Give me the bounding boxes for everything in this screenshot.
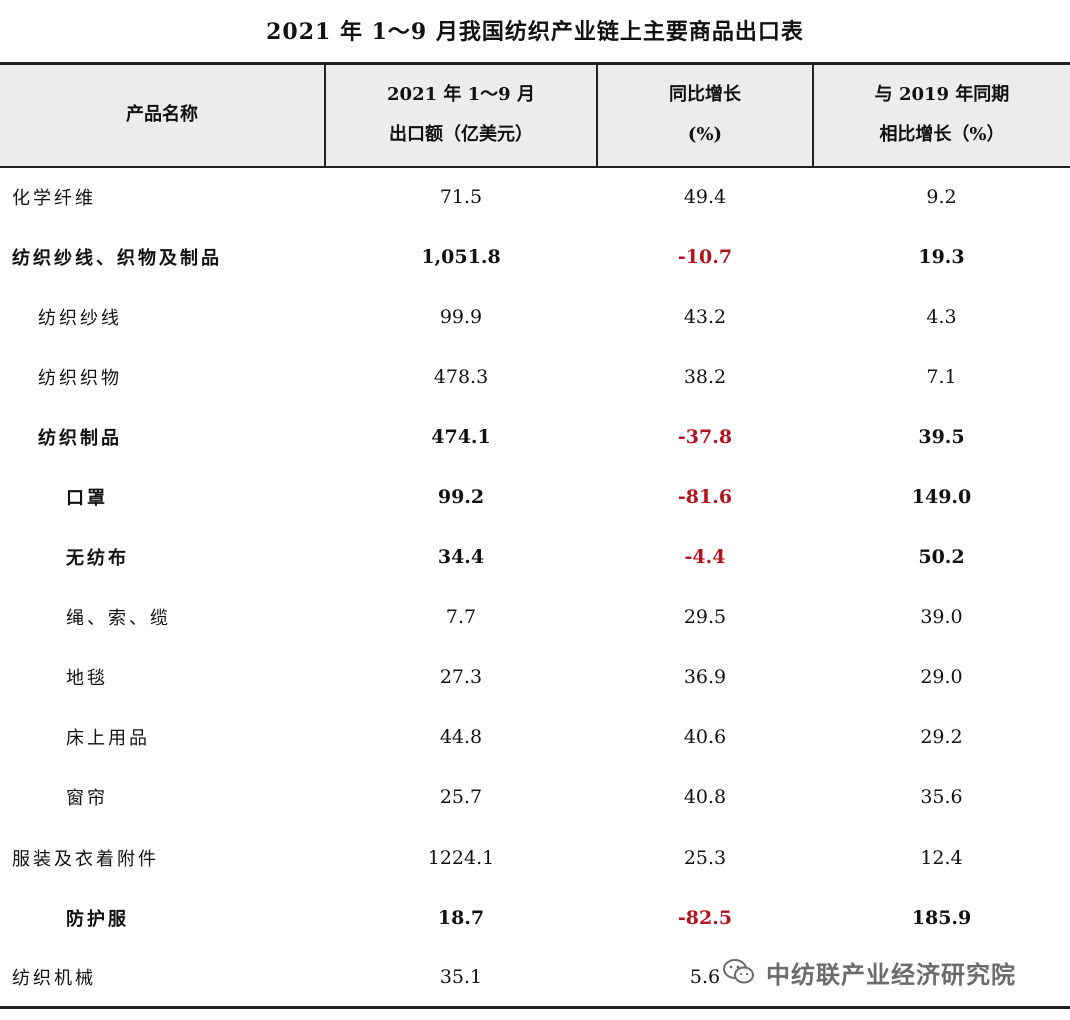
header-vs2019-line2: 相比增长（%）: [879, 124, 1005, 146]
export-value-cell: 99.9: [439, 305, 483, 328]
product-name-cell: 绳、索、缆: [66, 608, 171, 630]
vs2019-growth-cell: 4.3: [926, 305, 957, 328]
table-row: 口罩 99.2 -81.6 149.0: [0, 467, 1070, 527]
yoy-growth-cell: -82.5: [677, 906, 733, 929]
export-value-cell: 18.7: [437, 906, 485, 929]
vs2019-growth-cell: 39.0: [920, 606, 963, 629]
table-row: 纺织机械 35.1 5.6: [0, 947, 1070, 1010]
export-value-cell: 71.5: [439, 186, 483, 209]
export-table-container: 产品名称 2021 年 1～9 月 出口额（亿美元） 同比增长 (%) 与 20…: [0, 62, 1070, 1010]
wechat-icon: [723, 959, 754, 984]
product-name-cell: 纺织机械: [0, 947, 325, 1010]
export-value-cell: 7.7: [445, 606, 477, 629]
export-value-cell: 27.3: [439, 666, 483, 689]
yoy-growth-cell: 43.2: [683, 305, 727, 328]
product-name-cell: 窗帘: [66, 788, 108, 810]
table-row: 纺织制品 474.1 -37.8 39.5: [0, 407, 1070, 467]
yoy-growth-cell: -10.7: [677, 245, 733, 268]
table-row: 纺织纱线、织物及制品 1,051.8 -10.7 19.3: [0, 227, 1070, 287]
yoy-growth-cell: 38.2: [683, 365, 727, 388]
table-title: 2021 年 1～9 月我国纺织产业链上主要商品出口表: [266, 19, 804, 45]
yoy-growth-cell: 25.3: [683, 846, 727, 869]
table-row: 窗帘 25.7 40.8 35.6: [0, 767, 1070, 827]
yoy-growth-cell: 5.6: [597, 947, 813, 1010]
header-vs2019-line1: 与 2019 年同期: [874, 84, 1010, 106]
header-export-value-line2: 出口额（亿美元）: [389, 124, 533, 146]
table-row: 服装及衣着附件 1224.1 25.3 12.4: [0, 828, 1070, 888]
vs2019-growth-cell: 29.0: [920, 666, 963, 689]
vs2019-growth-cell: 12.4: [920, 846, 963, 869]
vs2019-growth-cell: 35.6: [920, 786, 963, 809]
product-name-cell: 口罩: [66, 488, 108, 510]
export-value-cell: 25.7: [439, 786, 483, 809]
yoy-growth-cell: -81.6: [677, 486, 733, 509]
yoy-growth-cell: 40.8: [683, 786, 727, 809]
export-value-cell: 1224.1: [427, 846, 495, 869]
export-value-cell: 1,051.8: [421, 245, 501, 268]
export-value-cell: 478.3: [433, 365, 489, 388]
product-name-cell: 纺织纱线、织物及制品: [12, 247, 222, 269]
table-row: 地毯 27.3 36.9 29.0: [0, 647, 1070, 707]
table-row: 化学纤维 71.5 49.4 9.2: [0, 167, 1070, 227]
product-name-cell: 防护服: [66, 908, 129, 930]
vs2019-growth-cell: 29.2: [920, 726, 963, 749]
header-export-value-line1: 2021 年 1～9 月: [387, 84, 535, 106]
product-name-cell: 床上用品: [66, 728, 150, 750]
export-table: 产品名称 2021 年 1～9 月 出口额（亿美元） 同比增长 (%) 与 20…: [0, 62, 1070, 1010]
header-vs-2019: 与 2019 年同期 相比增长（%）: [812, 62, 1070, 168]
export-value-cell: 35.1: [325, 947, 597, 1010]
table-row: 床上用品 44.8 40.6 29.2: [0, 707, 1070, 767]
yoy-growth-cell: 40.6: [683, 726, 727, 749]
table-row: 纺织织物 478.3 38.2 7.1: [0, 347, 1070, 407]
watermark: 中纺联产业经济研究院: [722, 952, 1016, 992]
header-export-value: 2021 年 1～9 月 出口额（亿美元）: [324, 62, 597, 168]
export-value-cell: 44.8: [439, 726, 483, 749]
product-name-cell: 地毯: [66, 668, 108, 690]
vs2019-growth-cell: 7.1: [926, 365, 957, 388]
product-name-cell: 服装及衣着附件: [12, 848, 159, 870]
export-value-cell: 99.2: [437, 486, 485, 509]
product-name-cell: 纺织纱线: [38, 307, 122, 329]
vs2019-growth-cell: [813, 947, 1070, 1010]
vs2019-growth-cell: 50.2: [918, 546, 965, 569]
product-name-cell: 纺织制品: [38, 427, 122, 449]
vs2019-growth-cell: 149.0: [911, 486, 972, 509]
vs2019-growth-cell: 185.9: [911, 906, 972, 929]
table-body: 化学纤维 71.5 49.4 9.2 纺织纱线、织物及制品 1,051.8 -10.7 19.…: [0, 167, 1070, 1010]
header-yoy-line1: 同比增长: [669, 84, 741, 106]
yoy-growth-cell: -4.4: [684, 546, 726, 569]
header-yoy-growth: 同比增长 (%): [596, 62, 813, 168]
table-header: 产品名称 2021 年 1～9 月 出口额（亿美元） 同比增长 (%) 与 20…: [0, 62, 1070, 168]
yoy-growth-cell: -37.8: [677, 425, 733, 448]
table-row: 防护服 18.7 -82.5 185.9: [0, 888, 1070, 948]
table-row: 纺织纱线 99.9 43.2 4.3: [0, 287, 1070, 347]
product-name-cell: 化学纤维: [12, 188, 96, 210]
table-row: 无纺布 34.4 -4.4 50.2: [0, 527, 1070, 587]
product-name-cell: 纺织织物: [38, 367, 122, 389]
export-value-cell: 34.4: [437, 546, 485, 569]
product-name-cell: 无纺布: [66, 548, 129, 570]
export-value-cell: 474.1: [431, 425, 491, 448]
yoy-growth-cell: 36.9: [683, 666, 727, 689]
header-product-name: 产品名称: [0, 62, 325, 168]
yoy-growth-cell: 49.4: [683, 186, 727, 209]
header-yoy-line2: (%): [687, 124, 723, 146]
vs2019-growth-cell: 9.2: [926, 186, 957, 209]
table-row: 绳、索、缆 7.7 29.5 39.0: [0, 587, 1070, 647]
yoy-growth-cell: 29.5: [683, 606, 727, 629]
vs2019-growth-cell: 39.5: [918, 425, 965, 448]
watermark-text: 中纺联产业经济研究院: [766, 960, 1016, 989]
vs2019-growth-cell: 19.3: [918, 245, 965, 268]
